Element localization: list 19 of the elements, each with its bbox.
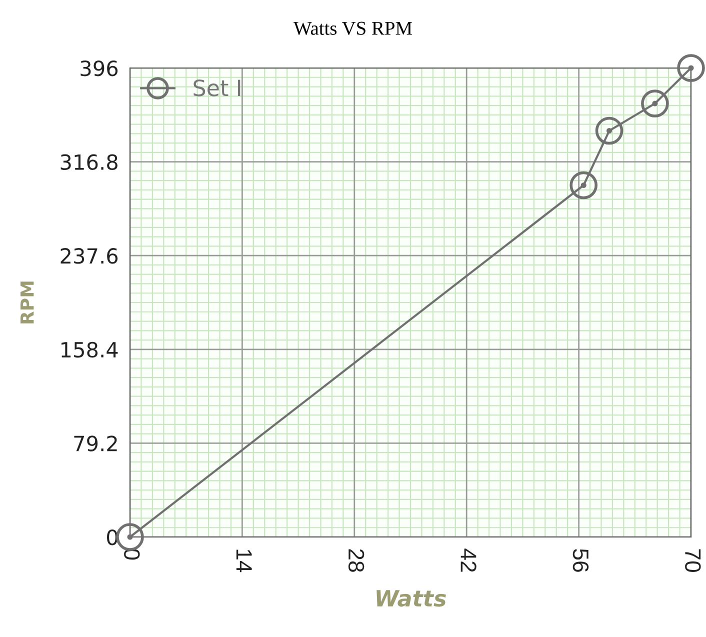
chart-title: Watts VS RPM <box>293 22 412 35</box>
y-tick-label: 158.4 <box>62 342 118 358</box>
legend-label: Set I <box>194 80 240 96</box>
x-tick-label: 14 <box>236 550 252 572</box>
point <box>570 171 598 200</box>
point <box>595 116 624 145</box>
y-tick-label: 237.6 <box>60 248 118 264</box>
point <box>641 90 669 118</box>
x-tick-label: 42 <box>460 548 476 572</box>
point <box>677 54 705 82</box>
x-tick-label: 28 <box>348 549 364 572</box>
point <box>116 523 144 551</box>
x-axis-title: Watts <box>376 590 446 607</box>
y-axis-title: RPM <box>20 282 34 324</box>
x-tick-label: 70 <box>685 549 701 572</box>
y-tick-label: 396 <box>80 60 118 76</box>
y-tick-label: 316.8 <box>60 154 118 170</box>
y-tick-label: 79.2 <box>74 436 117 452</box>
x-tick-label: 56 <box>572 549 589 572</box>
